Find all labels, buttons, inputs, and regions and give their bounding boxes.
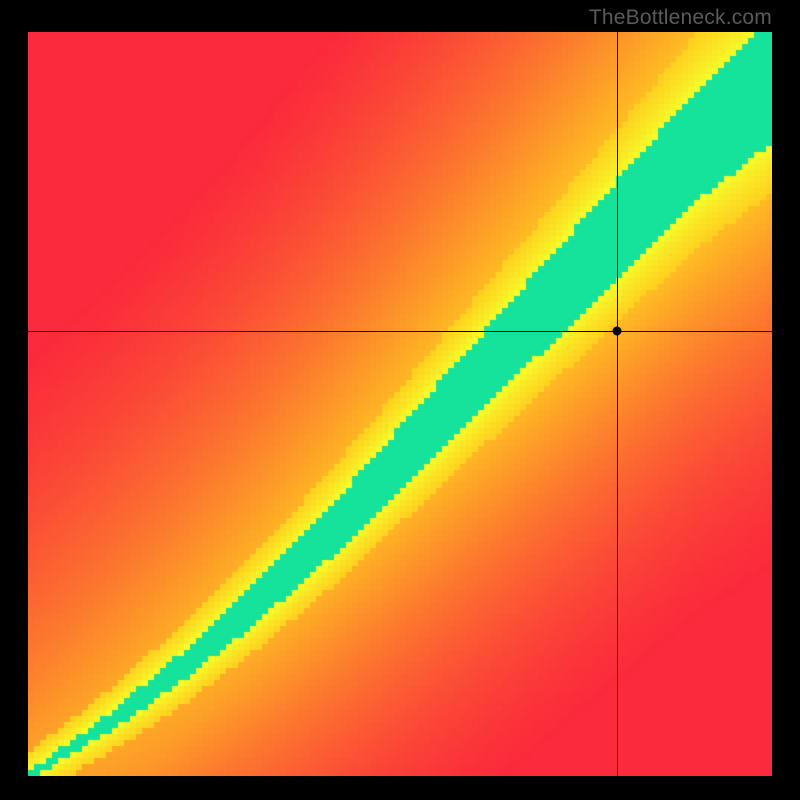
bottleneck-heatmap	[28, 32, 772, 776]
crosshair-horizontal	[28, 331, 772, 332]
watermark-text: TheBottleneck.com	[589, 6, 772, 30]
selected-point-marker	[613, 327, 622, 336]
heatmap-canvas	[28, 32, 772, 776]
crosshair-vertical	[617, 32, 618, 776]
